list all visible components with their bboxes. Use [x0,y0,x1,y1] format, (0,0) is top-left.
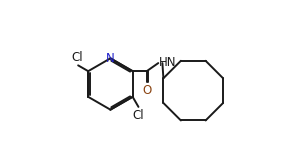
Text: N: N [106,52,115,65]
Text: Cl: Cl [133,109,144,121]
Text: Cl: Cl [72,51,83,64]
Text: O: O [142,84,152,97]
Text: HN: HN [159,56,176,69]
